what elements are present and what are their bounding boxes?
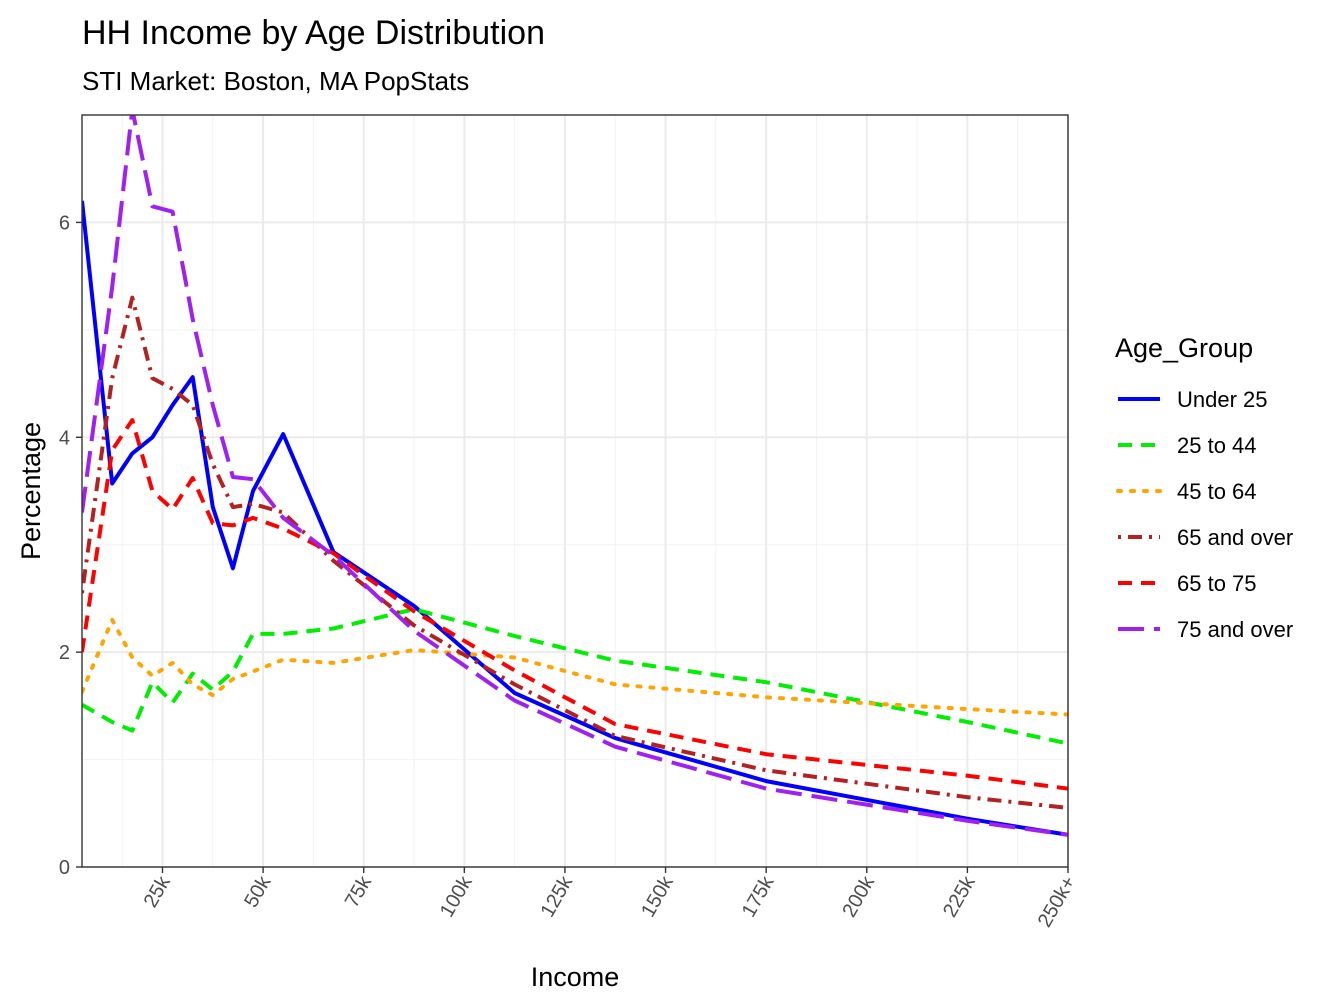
legend: Age_Group Under 25 25 to 44 45 to 64 65 and…: [1115, 333, 1293, 642]
chart-subtitle: STI Market: Boston, MA PopStats: [82, 66, 469, 96]
legend-label: 75 and over: [1177, 617, 1293, 642]
y-tick-label: 6: [59, 212, 70, 234]
legend-label: 45 to 64: [1177, 479, 1257, 504]
series-line-75-and-over: [82, 115, 1068, 837]
y-axis-title: Percentage: [16, 422, 46, 560]
x-tick-label: 175k: [738, 872, 779, 921]
plot-panel: [81, 114, 1069, 868]
x-axis-title: Income: [531, 962, 620, 992]
legend-label: 25 to 44: [1177, 433, 1257, 458]
y-tick-label: 4: [59, 427, 70, 449]
plot-border: [81, 114, 1069, 868]
chart-title: HH Income by Age Distribution: [82, 14, 545, 52]
x-tick-label: 225k: [939, 872, 980, 921]
y-tick-label: 2: [59, 642, 70, 664]
x-tick-label: 25k: [140, 872, 176, 912]
y-tick-label: 0: [59, 857, 70, 879]
x-tick-label: 75k: [341, 872, 377, 912]
y-axis: 0 2 4 6: [59, 212, 82, 879]
series-line-45-to-64: [82, 617, 1068, 717]
legend-label: Under 25: [1177, 387, 1268, 412]
legend-label: 65 and over: [1177, 525, 1293, 550]
x-tick-label: 250k+: [1034, 873, 1081, 932]
x-tick-label: 150k: [637, 872, 678, 921]
series-line-under-25: [82, 200, 1068, 837]
x-tick-label: 125k: [537, 872, 578, 921]
series-line-65-to-75: [82, 418, 1068, 791]
x-tick-label: 100k: [436, 872, 477, 921]
x-tick-label: 200k: [838, 872, 879, 921]
legend-label: 65 to 75: [1177, 571, 1257, 596]
series-line-65-and-over: [82, 295, 1068, 810]
series-line-25-to-44: [82, 607, 1068, 746]
x-tick-label: 50k: [240, 872, 276, 912]
legend-title: Age_Group: [1115, 333, 1253, 363]
plot-background: [82, 115, 1068, 867]
x-axis: 25k 50k 75k 100k 125k 150k 175k 200k 225k 250k+: [140, 867, 1081, 932]
series-lines: [82, 115, 1068, 837]
